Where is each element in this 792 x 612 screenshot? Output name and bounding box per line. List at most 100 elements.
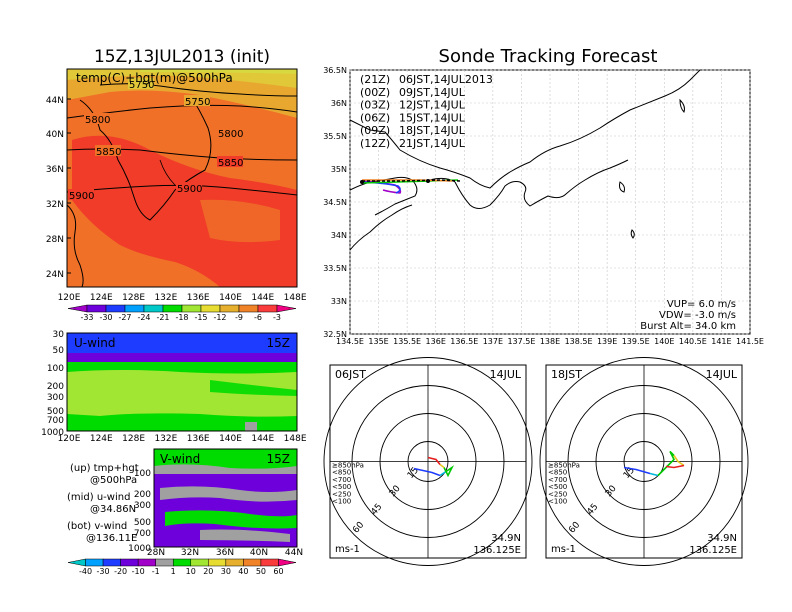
wind-colorbar: -40 -30 -20 -10 -1 1 10 20 30 40 50 60 — [67, 558, 297, 576]
hodo-lon: 136.125E — [473, 545, 521, 556]
legend-zone: (00Z) — [360, 86, 390, 99]
coldest-band-north — [140, 69, 297, 74]
colorbar-swatch — [143, 304, 164, 313]
legend-time: 15JST,14JUL — [399, 111, 466, 124]
lat-tick-label: 36N — [331, 99, 347, 108]
hodo-legend-item: <700 — [332, 476, 351, 484]
colorbar-swatch — [208, 558, 227, 567]
colorbar-label: -33 — [80, 313, 93, 322]
param-vdw: VDW= -3.0 m/s — [659, 310, 736, 321]
hodo-ring — [539, 357, 749, 566]
pressure-tick-label: 50 — [53, 346, 65, 356]
contour-label: 5900 — [69, 191, 94, 202]
coastline-ise — [429, 159, 629, 209]
u-wind-band-west — [67, 370, 297, 417]
launch-site-marker — [360, 180, 364, 184]
lon-tick-label: 140.5E — [679, 337, 707, 346]
colorbar-swatch — [124, 304, 145, 313]
lon-tick-label: 134.5E — [336, 337, 364, 346]
hodo-lat: 34.9N — [707, 533, 737, 544]
coastline-honshu — [349, 69, 701, 189]
v-wind-panel: V-wind 15Z — [153, 448, 298, 548]
lon-tick-label: 148E — [284, 434, 307, 444]
lat-tick-label: 36N — [46, 165, 64, 175]
colorbar-swatch — [120, 558, 139, 567]
hodo-trace — [413, 467, 441, 477]
colorbar-label: -30 — [99, 313, 112, 322]
colorbar-label: -6 — [254, 313, 262, 322]
lon-tick-label: 132E — [154, 434, 177, 444]
right-title: Sonde Tracking Forecast — [439, 46, 658, 67]
u-wind-band-east — [67, 353, 297, 362]
note-mid-line2: @34.86N — [90, 504, 136, 515]
colorbar-label: -20 — [114, 567, 127, 576]
temp-map-lat-axis: 44N 40N 36N 32N 28N 24N — [46, 96, 71, 280]
lon-tick-label: 136E — [187, 434, 210, 444]
v-wind-lat-axis: 28N 32N 36N 40N 44N — [147, 548, 303, 558]
hodo-legend-item: <100 — [332, 498, 351, 506]
legend-time: 06JST,14JUL2013 — [399, 73, 493, 86]
lat-tick-label: 33.5N — [323, 264, 347, 273]
colorbar-swatch — [278, 558, 297, 567]
colder-band-north — [67, 69, 297, 88]
colorbar-label: -15 — [194, 313, 207, 322]
colorbar-swatch — [137, 558, 156, 567]
colorbar-label: -9 — [235, 313, 243, 322]
colorbar-swatch — [67, 558, 86, 567]
track-legend: (21Z) 06JST,14JUL2013 (00Z) 09JST,14JUL (03Z… — [360, 73, 493, 150]
v-wind-label: V-wind — [160, 452, 200, 466]
note-bot-line1: (bot) v-wind — [67, 521, 127, 532]
u-wind-panel: U-wind 15Z — [66, 332, 298, 432]
lat-tick-label: 32N — [46, 200, 64, 210]
track-params: VUP= 6.0 m/s VDW= -3.0 m/s Burst Alt= 34… — [640, 299, 736, 332]
u-wind-time: 15Z — [267, 336, 291, 350]
v-wind-time: 15Z — [267, 452, 291, 466]
colorbar-swatch — [260, 558, 279, 567]
hodo-lat: 34.9N — [491, 533, 521, 544]
lon-tick-label: 136E — [187, 293, 210, 303]
hodo-trace — [665, 464, 685, 469]
contour-label: 5800 — [85, 115, 110, 126]
hodo-legend-item: ≥850hPa — [332, 462, 364, 470]
colorbar-swatch — [225, 558, 244, 567]
colorbar-label: -27 — [118, 313, 131, 322]
hodo-trace — [427, 456, 441, 465]
legend-time: 18JST,14JUL — [399, 124, 466, 137]
colorbar-swatch — [105, 304, 126, 313]
lon-tick-label: 140E — [654, 337, 674, 346]
pressure-tick-label: 200 — [134, 490, 151, 500]
lat-tick-label: 34N — [331, 231, 347, 240]
u-wind-frame — [66, 332, 298, 432]
lon-tick-label: 141E — [711, 337, 731, 346]
legend-time: 12JST,14JUL — [399, 99, 466, 112]
lat-tick-label: 32.5N — [323, 330, 347, 339]
lon-tick-label: 128E — [122, 434, 145, 444]
colorbar-label: -30 — [97, 567, 110, 576]
lon-tick-label: 135E — [368, 337, 388, 346]
lon-tick-label: 124E — [90, 293, 113, 303]
pressure-tick-label: 100 — [134, 469, 151, 479]
lon-tick-label: 137.5E — [507, 337, 535, 346]
pressure-tick-label: 700 — [134, 529, 151, 539]
hodo-trace — [443, 465, 455, 478]
hodo-trace — [623, 466, 651, 475]
hodo-unit: ms-1 — [335, 544, 360, 555]
lat-tick-label: 40N — [250, 548, 268, 558]
temp-map-frame — [66, 68, 298, 288]
lon-tick-label: 139E — [597, 337, 617, 346]
lat-tick-label: 36.5N — [323, 66, 347, 75]
lat-tick-label: 44N — [285, 548, 303, 558]
colorbar-swatch — [102, 558, 121, 567]
colorbar-swatch — [238, 304, 259, 313]
colorbar-label: -24 — [137, 313, 150, 322]
lat-tick-label: 35.5N — [323, 132, 347, 141]
hodo-trace — [673, 455, 685, 467]
pressure-tick-label: 500 — [47, 407, 64, 417]
colorbar-swatch — [67, 304, 88, 313]
hodo-legend-item: <250 — [332, 490, 351, 498]
pressure-tick-label: 300 — [47, 393, 64, 403]
lon-tick-label: 120E — [58, 434, 81, 444]
